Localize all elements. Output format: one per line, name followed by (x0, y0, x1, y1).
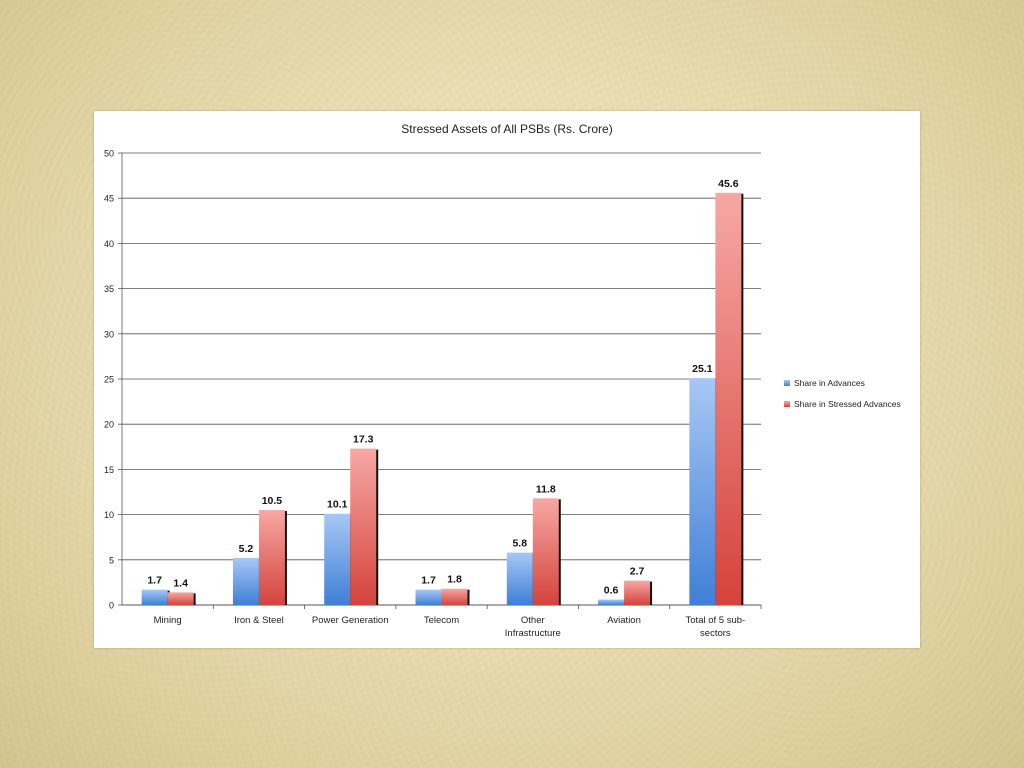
legend-item-share-in-advances: Share in Advances (784, 377, 901, 389)
x-tick-label: Iron & Steel (234, 615, 284, 626)
data-label: 1.7 (147, 575, 162, 587)
data-label: 45.6 (718, 178, 739, 190)
y-tick-label: 45 (104, 194, 114, 204)
legend-label: Share in Advances (794, 378, 865, 388)
data-label: 1.4 (173, 577, 188, 589)
bar-chart: 0 5 10 15 20 25 30 35 40 45 50 1.7 1.4 Mining 5.2 10.5 I… (104, 149, 762, 639)
x-tick-label-line: Iron & Steel (234, 615, 284, 626)
y-tick-label: 0 (109, 601, 114, 611)
bar-share-in-stressed-advances (441, 588, 468, 605)
data-label: 0.6 (604, 585, 619, 597)
bar-share-in-stressed-advances (532, 498, 559, 605)
x-tick-label-line: Other (521, 615, 545, 626)
x-tick-label: Total of 5 sub-sectors (686, 615, 746, 639)
y-tick-label: 50 (104, 149, 114, 159)
legend-swatch-red (784, 401, 790, 407)
x-tick-label: Other Infrastructure (505, 615, 561, 639)
legend-label: Share in Stressed Advances (794, 399, 901, 409)
x-tick-label: Telecom (424, 615, 459, 626)
chart-legend: Share in Advances Share in Stressed Adva… (784, 377, 901, 419)
x-tick-label-line: Telecom (424, 615, 459, 626)
data-label: 25.1 (692, 363, 713, 375)
bar-share-in-advances (324, 513, 351, 605)
y-tick-label: 35 (104, 284, 114, 294)
y-tick-label: 30 (104, 329, 114, 339)
y-tick-label: 20 (104, 420, 114, 430)
chart-panel: Stressed Assets of All PSBs (Rs. Crore) … (94, 111, 920, 648)
y-tick-label: 5 (109, 555, 114, 565)
legend-swatch-blue (784, 380, 790, 386)
x-tick-label-line: Total of 5 sub- (686, 615, 746, 626)
bar-share-in-advances (232, 557, 259, 605)
x-tick-label: Mining (154, 615, 182, 626)
data-label: 17.3 (353, 434, 374, 446)
data-label: 5.2 (239, 543, 254, 555)
x-tick-label-line: Aviation (607, 615, 641, 626)
data-label: 10.5 (262, 495, 283, 507)
x-tick-label-line: Power Generation (312, 615, 389, 626)
x-tick-label-line: sectors (700, 628, 731, 639)
legend-item-share-in-stressed-advances: Share in Stressed Advances (784, 398, 901, 410)
x-tick-label: Aviation (607, 615, 641, 626)
bar-share-in-advances (415, 589, 442, 605)
data-label: 1.7 (421, 575, 436, 587)
x-tick-label-line: Mining (154, 615, 182, 626)
bar-share-in-stressed-advances (715, 192, 742, 605)
y-tick-label: 10 (104, 510, 114, 520)
bar-share-in-stressed-advances (167, 592, 194, 605)
bar-share-in-stressed-advances (624, 580, 651, 605)
x-tick-label: Power Generation (312, 615, 389, 626)
data-label: 11.8 (536, 483, 556, 495)
bar-share-in-advances (506, 552, 533, 605)
bar-share-in-stressed-advances (350, 448, 377, 605)
bar-share-in-advances (598, 599, 625, 605)
data-label: 5.8 (512, 538, 527, 550)
data-label: 1.8 (447, 574, 462, 586)
y-tick-label: 25 (104, 375, 114, 385)
bar-share-in-advances (689, 378, 716, 605)
data-label: 10.1 (327, 499, 348, 511)
chart-title: Stressed Assets of All PSBs (Rs. Crore) (401, 122, 613, 136)
x-tick-label-line: Infrastructure (505, 628, 561, 639)
y-tick-label: 15 (104, 465, 114, 475)
data-label: 2.7 (630, 566, 645, 578)
bar-share-in-stressed-advances (258, 510, 285, 605)
bar-share-in-advances (141, 589, 168, 605)
y-tick-label: 40 (104, 239, 114, 249)
